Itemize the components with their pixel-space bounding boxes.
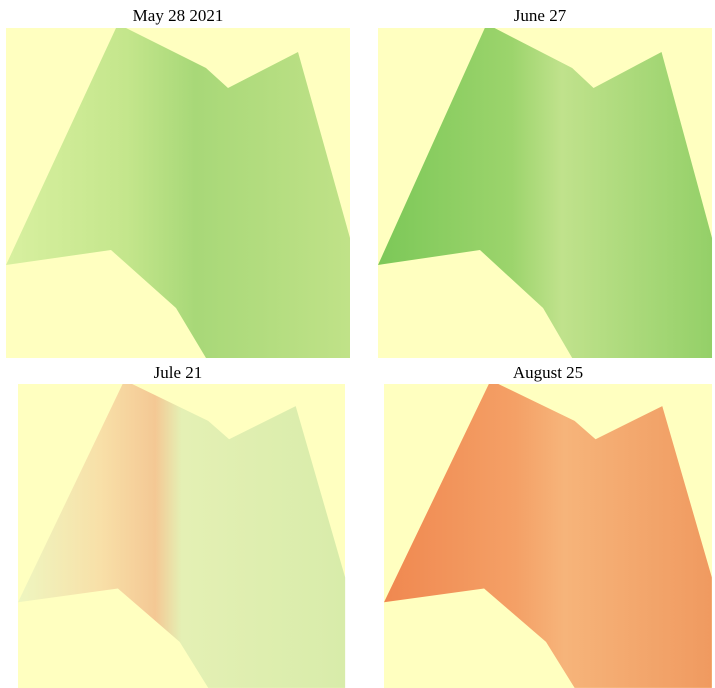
panel-title: August 25 xyxy=(513,363,583,382)
figure: May 28 2021 June 27 Jule 21 August 25 xyxy=(0,0,715,688)
panel-title: Jule 21 xyxy=(154,363,203,382)
panel: June 27 xyxy=(378,6,712,358)
panel-title: May 28 2021 xyxy=(133,6,224,25)
figure-canvas: May 28 2021 June 27 Jule 21 August 25 xyxy=(0,0,715,688)
panel: Jule 21 xyxy=(18,363,345,688)
panel-title: June 27 xyxy=(514,6,567,25)
panel: August 25 xyxy=(384,363,712,688)
panel: May 28 2021 xyxy=(6,6,350,358)
